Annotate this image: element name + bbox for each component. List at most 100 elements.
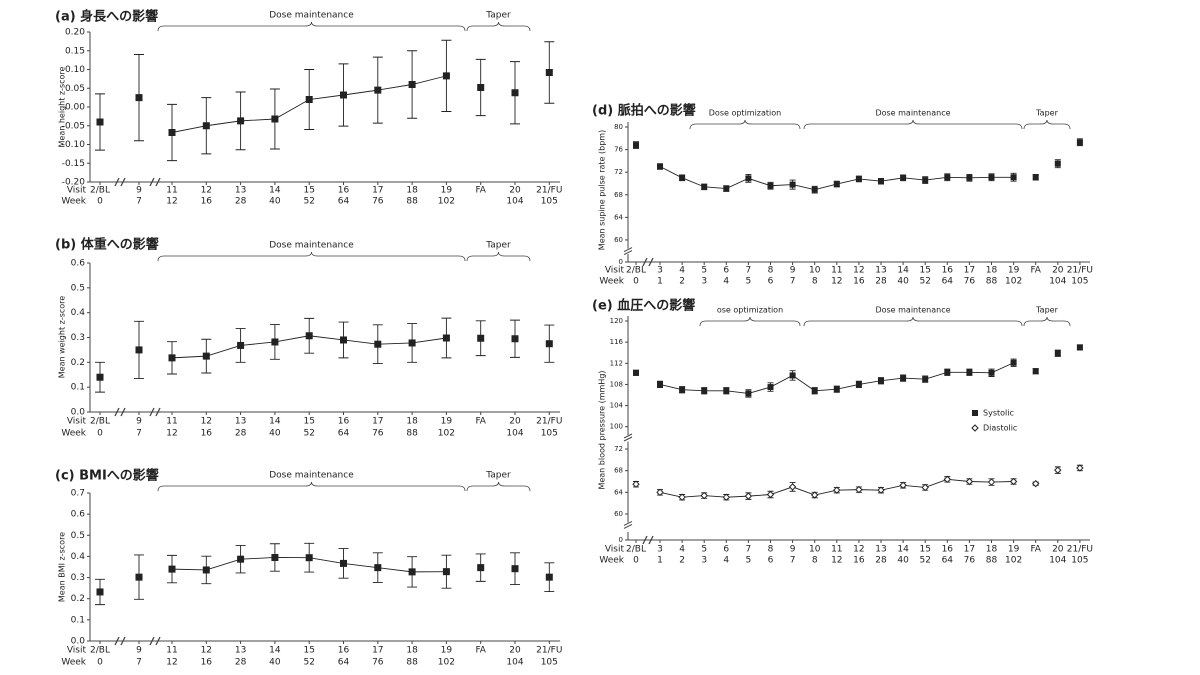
y-tick-label: 64 [614, 488, 623, 496]
marker [723, 387, 730, 394]
x-tick-label: 19 [1008, 266, 1020, 276]
marker [877, 486, 885, 494]
y-axis-label: Mean BMI z-score [58, 532, 67, 602]
marker [96, 118, 104, 126]
marker [511, 89, 519, 97]
marker [96, 588, 104, 596]
row-label: Visit [605, 266, 625, 276]
x-tick-label: 15 [303, 646, 314, 656]
axis-break [149, 636, 161, 646]
marker [545, 573, 553, 581]
marker [442, 72, 450, 80]
marker [1009, 477, 1018, 486]
week-label: 4 [723, 277, 729, 287]
y-tick-label: 0.7 [71, 489, 85, 499]
marker [202, 352, 210, 360]
marker [656, 488, 664, 497]
x-tick-label: 6 [723, 545, 729, 555]
week-label: 40 [269, 429, 281, 439]
week-label: 1 [657, 277, 663, 287]
x-tick-label: 13 [235, 417, 246, 427]
week-label: 76 [372, 197, 384, 207]
x-tick-label: 5 [701, 545, 707, 555]
week-label: 4 [723, 556, 729, 566]
axis-break [642, 535, 654, 545]
y-tick-label: 0 [619, 536, 623, 544]
legend-label: Systolic [983, 409, 1014, 418]
annotation: Taper [485, 241, 511, 251]
y-tick-label: 108 [610, 380, 623, 388]
annotation: Dose maintenance [269, 241, 354, 251]
marker [965, 477, 974, 486]
y-tick-label: 0.5 [71, 283, 85, 293]
marker [340, 336, 347, 344]
legend-marker [972, 410, 978, 416]
axis-break [642, 257, 654, 267]
marker [135, 346, 143, 354]
x-tick-label: 13 [235, 186, 246, 196]
week-label: 64 [942, 277, 954, 287]
week-label: 7 [790, 556, 796, 566]
week-label: 88 [986, 277, 998, 287]
marker [878, 178, 884, 185]
x-tick-label: 14 [269, 186, 281, 196]
y-tick-label: -0.15 [62, 159, 85, 169]
marker [900, 174, 907, 181]
annotation: Taper [1035, 109, 1058, 118]
y-tick-label: 120 [610, 317, 623, 325]
marker [340, 559, 347, 567]
week-label: 12 [831, 277, 842, 287]
marker [679, 386, 686, 393]
x-tick-label: 11 [166, 186, 177, 196]
y-axis-label: Mean height z-score [58, 66, 67, 147]
x-tick-label: 9 [790, 545, 796, 555]
marker [745, 175, 752, 182]
x-tick-label: 8 [768, 266, 774, 276]
x-tick-label: 9 [136, 417, 142, 427]
x-tick-label: 17 [372, 417, 383, 427]
x-tick-label: 5 [701, 266, 707, 276]
marker [374, 340, 382, 348]
x-tick-label: 16 [942, 545, 954, 555]
x-tick-label: 18 [406, 646, 418, 656]
week-label: 7 [136, 429, 142, 439]
x-tick-label: FA [1030, 545, 1041, 555]
y-tick-label: 0.4 [71, 552, 86, 562]
brace [466, 21, 531, 32]
week-label: 0 [97, 429, 103, 439]
y-tick-label: -0.10 [62, 140, 86, 150]
panel-title: (a) 身長への影響 [55, 9, 158, 25]
marker [966, 174, 973, 181]
marker [477, 564, 485, 572]
brace [157, 481, 466, 492]
marker [340, 91, 347, 99]
x-tick-label: 7 [746, 266, 752, 276]
x-tick-label: 15 [303, 186, 314, 196]
y-tick-label: 104 [610, 402, 624, 410]
y-tick-label: 0.0 [71, 408, 86, 418]
x-tick-label: 20 [509, 186, 521, 196]
x-tick-label: 3 [657, 266, 663, 276]
week-label: 16 [853, 556, 865, 566]
week-label: 40 [269, 658, 281, 668]
x-tick-label: 8 [768, 545, 774, 555]
week-label: 0 [633, 277, 639, 287]
x-tick-label: FA [475, 417, 486, 427]
marker [878, 377, 884, 384]
marker [855, 381, 862, 388]
x-tick-label: 17 [964, 545, 975, 555]
axis-break [114, 636, 126, 646]
week-label: 12 [831, 556, 842, 566]
y-tick-label: 0.6 [71, 259, 86, 269]
marker [1054, 466, 1062, 474]
y-tick-label: 60 [614, 510, 623, 518]
marker [922, 376, 929, 383]
week-label: 105 [541, 197, 558, 207]
x-tick-label: 12 [853, 266, 864, 276]
x-tick-label: 14 [897, 266, 909, 276]
week-label: 40 [897, 277, 909, 287]
week-label: 40 [269, 197, 281, 207]
week-label: 3 [701, 277, 707, 287]
marker [921, 483, 929, 492]
marker [900, 375, 907, 382]
